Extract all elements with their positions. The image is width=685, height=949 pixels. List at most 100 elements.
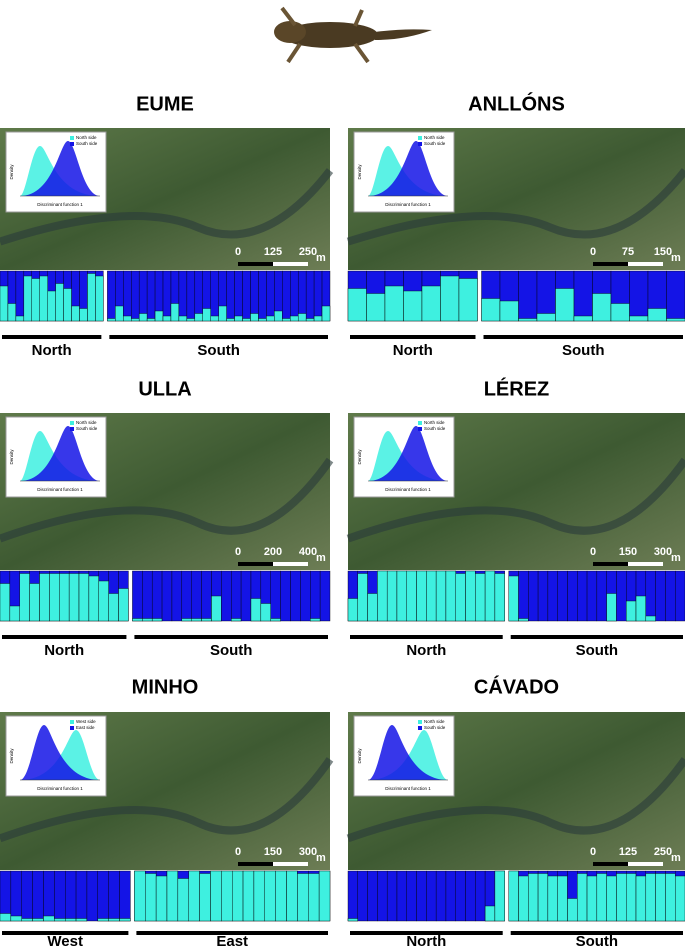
ancestry-bar bbox=[596, 873, 607, 922]
ancestry-bar bbox=[87, 273, 96, 322]
bar-background bbox=[178, 270, 188, 322]
ancestry-bar bbox=[154, 310, 164, 322]
density-curve bbox=[20, 431, 100, 481]
ancestry-bar bbox=[199, 873, 211, 922]
bar-background bbox=[186, 270, 196, 322]
ancestry-bar bbox=[234, 315, 243, 322]
ancestry-bar bbox=[250, 598, 262, 622]
group-label: West bbox=[47, 933, 83, 949]
ancestry-bar bbox=[54, 918, 66, 922]
ancestry-bar bbox=[465, 570, 476, 622]
ancestry-bar bbox=[95, 275, 104, 322]
scale-bar bbox=[273, 862, 308, 866]
ancestry-bar bbox=[19, 573, 30, 622]
ancestry-bar bbox=[177, 878, 189, 922]
bar-background bbox=[586, 570, 598, 622]
ancestry-bar bbox=[357, 573, 368, 622]
bar-background bbox=[191, 570, 202, 622]
bar-background bbox=[367, 870, 378, 922]
bar-background bbox=[596, 570, 607, 622]
ancestry-bar bbox=[181, 618, 192, 622]
ancestry-bar bbox=[297, 313, 307, 322]
ancestry-bar bbox=[416, 570, 427, 622]
bar-background bbox=[242, 270, 251, 322]
ancestry-bar bbox=[347, 288, 367, 322]
ancestry-bar bbox=[191, 618, 202, 622]
ancestry-bar bbox=[606, 875, 617, 922]
ancestry-bar bbox=[253, 870, 266, 922]
bar-background bbox=[226, 270, 235, 322]
group-label: South bbox=[197, 342, 240, 359]
ancestry-bar bbox=[305, 318, 315, 322]
bar-background bbox=[305, 270, 315, 322]
ancestry-bar bbox=[494, 573, 505, 622]
ancestry-bar bbox=[445, 570, 456, 622]
density-curve bbox=[368, 431, 448, 481]
bar-background bbox=[665, 570, 676, 622]
bar-background bbox=[290, 570, 301, 622]
ancestry-bar bbox=[266, 315, 275, 322]
ancestry-bar bbox=[518, 875, 529, 922]
scale-label: 0 bbox=[590, 246, 596, 258]
bar-background bbox=[528, 570, 539, 622]
bar-background bbox=[210, 270, 219, 322]
ancestry-bar bbox=[484, 905, 496, 922]
bar-background bbox=[258, 270, 267, 322]
bar-background bbox=[64, 870, 77, 922]
ancestry-bar bbox=[186, 318, 196, 322]
ancestry-bar bbox=[107, 318, 116, 322]
inset-y-label: Density bbox=[357, 164, 362, 180]
panel-title: ANLLÓNS bbox=[468, 91, 565, 115]
bar-background bbox=[313, 270, 323, 322]
inset-y-label: Density bbox=[9, 748, 14, 764]
ancestry-bar bbox=[421, 285, 441, 322]
bar-background bbox=[290, 270, 299, 322]
ancestry-bar bbox=[151, 618, 163, 622]
legend-swatch bbox=[70, 136, 74, 140]
ancestry-bar bbox=[221, 870, 233, 922]
density-curve bbox=[368, 141, 448, 196]
group-label: North bbox=[44, 642, 84, 659]
ancestry-bar bbox=[59, 573, 70, 622]
ancestry-bar bbox=[270, 618, 281, 622]
ancestry-bar bbox=[665, 873, 676, 922]
bar-background bbox=[426, 870, 437, 922]
bar-background bbox=[97, 870, 109, 922]
scale-bar bbox=[273, 562, 308, 566]
ancestry-bar bbox=[264, 870, 276, 922]
ancestry-bar bbox=[260, 603, 271, 622]
bar-background bbox=[518, 570, 529, 622]
ancestry-bar bbox=[297, 873, 309, 922]
inset-y-label: Density bbox=[9, 449, 14, 465]
legend-label: North side bbox=[424, 719, 445, 724]
bar-background bbox=[162, 270, 172, 322]
bar-background bbox=[416, 870, 427, 922]
ancestry-bar bbox=[145, 873, 157, 922]
scale-label: 125 bbox=[264, 246, 282, 258]
ancestry-bar bbox=[97, 918, 109, 922]
ancestry-bar bbox=[547, 875, 558, 922]
ancestry-bar bbox=[21, 918, 33, 922]
inset-y-label: Density bbox=[9, 164, 14, 180]
ancestry-bar bbox=[226, 318, 235, 322]
scale-label: 400 bbox=[299, 546, 317, 558]
ancestry-bar bbox=[79, 308, 88, 322]
bar-background bbox=[445, 870, 456, 922]
ancestry-bar bbox=[39, 275, 48, 322]
panel-title: EUME bbox=[136, 93, 194, 115]
scale-bar bbox=[238, 562, 273, 566]
bar-background bbox=[573, 270, 593, 322]
bar-background bbox=[475, 870, 486, 922]
bar-background bbox=[108, 870, 120, 922]
ancestry-bar bbox=[286, 870, 298, 922]
bar-background bbox=[557, 570, 568, 622]
ancestry-bar bbox=[138, 313, 148, 322]
legend-label: South side bbox=[76, 426, 98, 431]
ancestry-bar bbox=[55, 283, 64, 322]
scale-unit: m bbox=[671, 552, 681, 564]
bar-background bbox=[10, 870, 22, 922]
scale-label: 125 bbox=[619, 846, 637, 858]
density-curve bbox=[20, 730, 100, 780]
ancestry-bar bbox=[211, 595, 222, 622]
density-curve bbox=[20, 426, 100, 481]
